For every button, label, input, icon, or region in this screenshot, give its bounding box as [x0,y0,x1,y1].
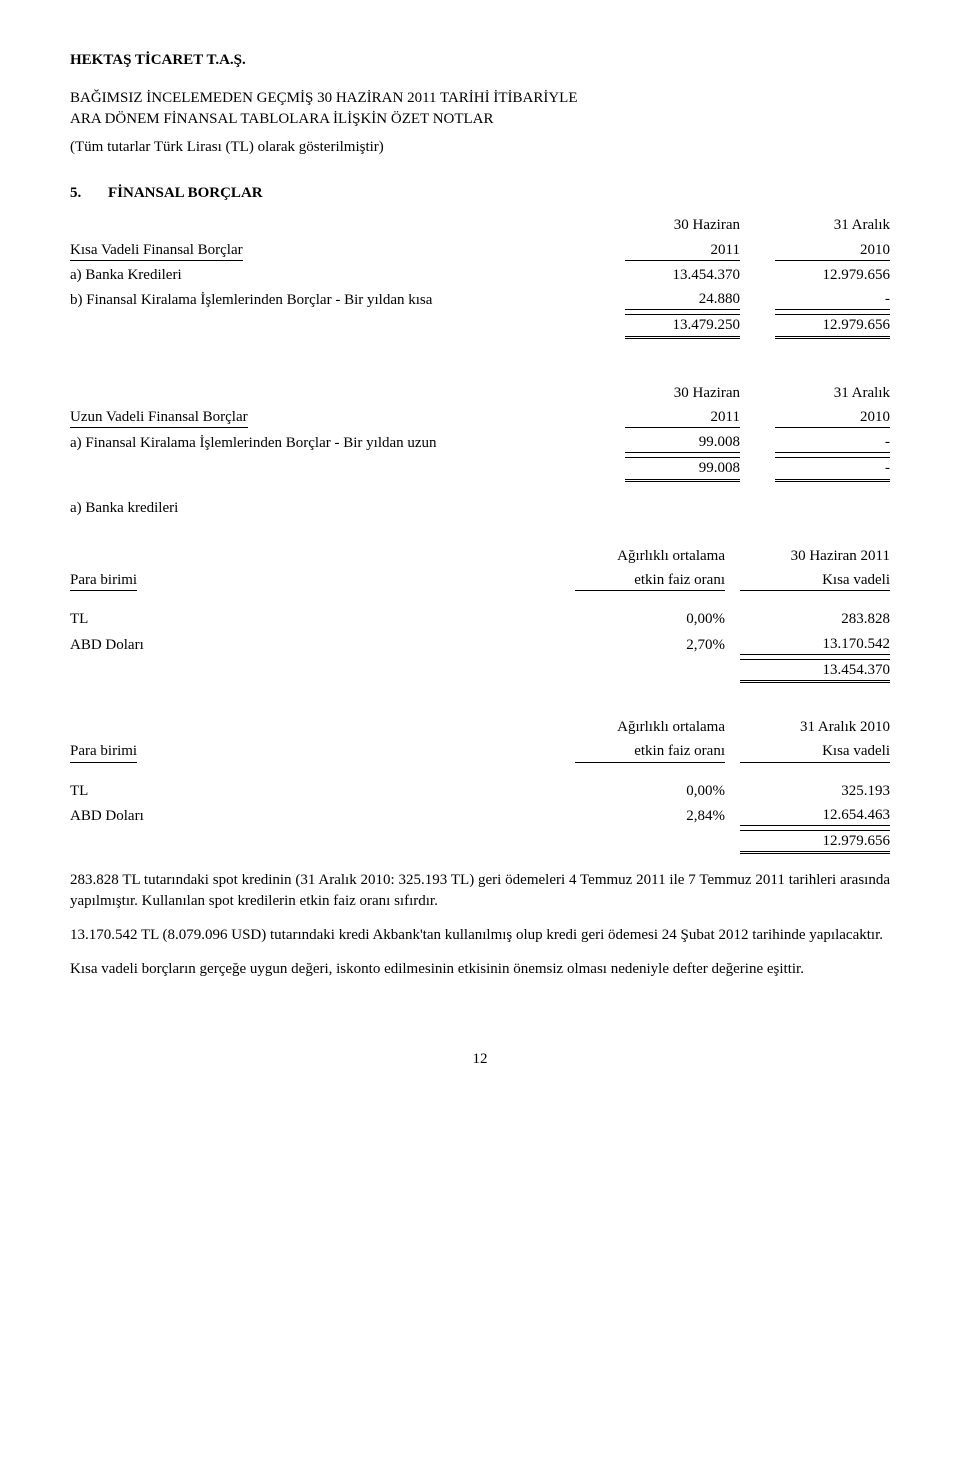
t3-r1-v1: 0,00% [575,609,725,629]
company-name: HEKTAŞ TİCARET T.A.Ş. [70,50,890,70]
section-number: 5. [70,183,108,203]
t2-r1-v1: 99.008 [625,432,740,453]
page-number: 12 [70,1049,890,1069]
title-line-2: ARA DÖNEM FİNANSAL TABLOLARA İLİŞKİN ÖZE… [70,109,890,129]
t1-tot-v1: 13.479.250 [625,314,740,338]
t1-y2: 2010 [775,240,890,261]
table-long-term-debt: 30 Haziran 31 Aralık Uzun Vadeli Finansa… [70,381,890,484]
paragraph-1: 283.828 TL tutarındaki spot kredinin (31… [70,870,890,911]
t3-h2a: 30 Haziran 2011 [791,548,890,564]
t4-r2-label: ABD Doları [70,803,560,828]
t4-r1-label: TL [70,779,560,803]
t4-tot: 12.979.656 [740,830,890,854]
t1-r2-v2: - [775,289,890,310]
paragraph-2: 13.170.542 TL (8.079.096 USD) tutarındak… [70,925,890,945]
t4-h2a: 31 Aralık 2010 [800,719,890,735]
t4-r1-v1: 0,00% [575,781,725,801]
t4-h1b: etkin faiz oranı [575,741,725,762]
t4-para-label: Para birimi [70,741,137,762]
t3-para-label: Para birimi [70,570,137,591]
t3-r2-v2: 13.170.542 [740,634,890,655]
t4-r2-v2: 12.654.463 [740,805,890,826]
t4-h1a: Ağırlıklı ortalama [617,719,725,735]
t1-y1: 2011 [625,240,740,261]
t2-r1-v2: - [775,432,890,453]
table-short-term-debt: 30 Haziran 31 Aralık Kısa Vadeli Finansa… [70,213,890,340]
t2-rowtitle: Uzun Vadeli Finansal Borçlar [70,407,248,428]
sub-a-heading: a) Banka kredileri [70,498,890,518]
table-bank-credits-2010: Ağırlıklı ortalama 31 Aralık 2010 Para b… [70,715,890,856]
t1-h1: 30 Haziran [674,217,740,233]
t3-r1-label: TL [70,607,560,631]
t2-y1: 2011 [625,407,740,428]
t1-h2: 31 Aralık [834,217,890,233]
t3-h2b: Kısa vadeli [740,570,890,591]
subnote: (Tüm tutarlar Türk Lirası (TL) olarak gö… [70,137,890,157]
t2-y2: 2010 [775,407,890,428]
t4-r2-v1: 2,84% [575,806,725,826]
table-bank-credits-2011: Ağırlıklı ortalama 30 Haziran 2011 Para … [70,544,890,685]
paragraph-3: Kısa vadeli borçların gerçeğe uygun değe… [70,959,890,979]
t1-r1-label: a) Banka Kredileri [70,263,590,287]
title-line-1: BAĞIMSIZ İNCELEMEDEN GEÇMİŞ 30 HAZİRAN 2… [70,88,890,108]
t1-r1-v2: 12.979.656 [775,265,890,285]
t2-tot-v2: - [775,457,890,481]
t2-r1-label: a) Finansal Kiralama İşlemlerinden Borçl… [70,430,590,455]
t1-rowtitle: Kısa Vadeli Finansal Borçlar [70,240,243,261]
t3-r2-v1: 2,70% [575,635,725,655]
t2-h2: 31 Aralık [834,385,890,401]
t3-tot: 13.454.370 [740,659,890,683]
t1-tot-v2: 12.979.656 [775,314,890,338]
t1-r2-label: b) Finansal Kiralama İşlemlerinden Borçl… [70,287,590,312]
t3-h1b: etkin faiz oranı [575,570,725,591]
t3-r2-label: ABD Doları [70,632,560,657]
t2-h1: 30 Haziran [674,385,740,401]
t4-h2b: Kısa vadeli [740,741,890,762]
t2-tot-v1: 99.008 [625,457,740,481]
t3-r1-v2: 283.828 [740,609,890,629]
t1-r2-v1: 24.880 [625,289,740,310]
t4-r1-v2: 325.193 [740,781,890,801]
t1-r1-v1: 13.454.370 [625,265,740,285]
t3-h1a: Ağırlıklı ortalama [617,548,725,564]
section-heading: FİNANSAL BORÇLAR [108,183,263,203]
